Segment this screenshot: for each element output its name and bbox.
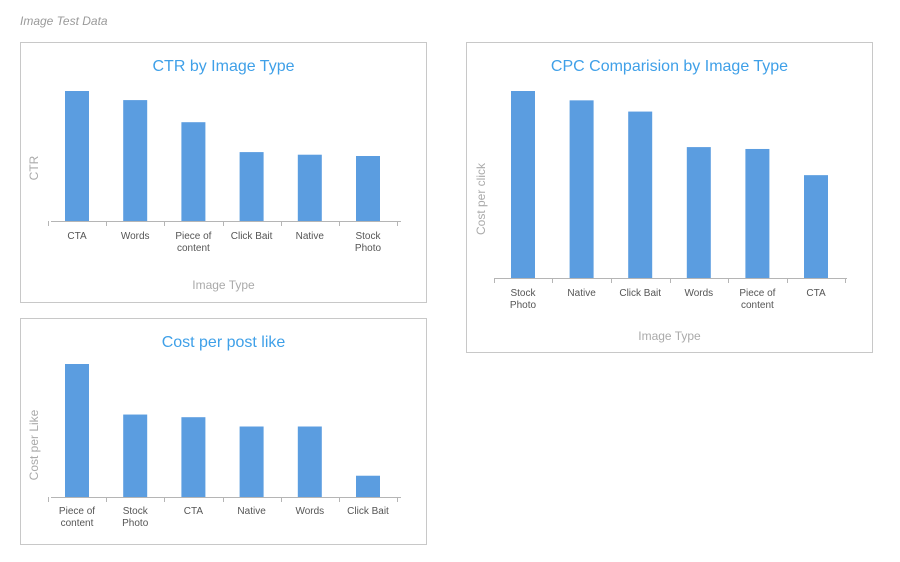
cpl-x-tick-label: Words: [295, 506, 324, 517]
cpc-bar-2: [628, 111, 653, 278]
cpc-chart-panel: CPC Comparision by Image Type Cost per cl…: [466, 42, 873, 353]
ctr-bar-2: [181, 122, 206, 221]
ctr-x-tick-label: Stock Photo: [355, 231, 382, 254]
cpl-bar-2: [181, 417, 206, 497]
cpc-bar-1: [569, 100, 594, 278]
cpl-x-tick-label: Piece of content: [59, 506, 95, 529]
cpc-x-tick-label: Words: [684, 288, 713, 299]
cpl-bar-1: [123, 414, 148, 497]
cpl-x-tick-label: CTA: [184, 506, 204, 517]
cpl-chart-title: Cost per post like: [162, 334, 286, 351]
ctr-x-axis-title: Image Type: [192, 278, 255, 292]
cpc-x-tick-label: Native: [567, 288, 596, 299]
cpl-x-tick-label: Stock Photo: [122, 506, 149, 529]
ctr-chart: CTR by Image Type CTR Image Type CTA Words Pi…: [27, 58, 401, 292]
cpc-x-tick-label: Stock Photo: [510, 288, 537, 311]
cpc-x-axis-title: Image Type: [638, 329, 701, 343]
cpc-bar-0: [511, 91, 535, 278]
ctr-bar-1: [123, 100, 148, 221]
ctr-x-tick-label: CTA: [67, 231, 87, 242]
cpl-bar-0: [65, 364, 89, 497]
cpc-y-axis-title: Cost per click: [474, 162, 488, 235]
cpl-x-tick-label: Click Bait: [347, 506, 389, 517]
cpc-bar-3: [686, 147, 711, 278]
page-title: Image Test Data: [20, 14, 108, 28]
cpc-bar-5: [804, 175, 828, 278]
ctr-bar-3: [239, 152, 264, 221]
cpl-bar-5: [356, 475, 380, 497]
cpl-bar-3: [239, 426, 264, 497]
ctr-y-axis-title: CTR: [27, 155, 41, 180]
ctr-bar-5: [356, 156, 380, 221]
ctr-chart-title: CTR by Image Type: [153, 58, 295, 75]
cpc-bar-4: [745, 148, 770, 278]
cpc-x-tick-label: Click Bait: [619, 288, 661, 299]
cpl-chart-panel: Cost per post like Cost per Like Piece of c…: [20, 318, 427, 545]
ctr-x-tick-label: Click Bait: [231, 231, 273, 242]
ctr-x-tick-label: Piece of content: [175, 231, 211, 254]
ctr-x-tick-label: Words: [121, 231, 150, 242]
cpc-x-tick-label: Piece of content: [739, 288, 775, 311]
ctr-bar-4: [297, 154, 322, 221]
cpl-y-axis-title: Cost per Like: [27, 409, 41, 480]
cpc-chart-title: CPC Comparision by Image Type: [551, 58, 788, 75]
cpc-x-tick-label: CTA: [806, 288, 826, 299]
cpl-chart: Cost per post like Cost per Like Piece of c…: [27, 334, 401, 529]
ctr-chart-panel: CTR by Image Type CTR Image Type CTA Words Pi…: [20, 42, 427, 303]
cpc-chart: CPC Comparision by Image Type Cost per cl…: [474, 58, 847, 343]
ctr-bar-0: [65, 91, 89, 221]
cpl-x-tick-label: Native: [237, 506, 266, 517]
ctr-x-tick-label: Native: [296, 231, 325, 242]
cpl-bar-4: [297, 426, 322, 497]
